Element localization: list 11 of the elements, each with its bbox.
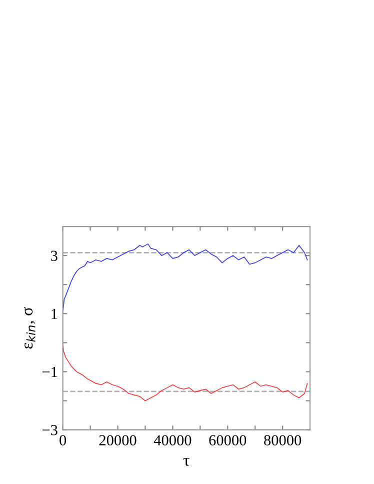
- y-tick-label: −3: [42, 424, 58, 436]
- x-tick-label: 40000: [154, 435, 192, 446]
- y-tick-label: −1: [42, 366, 58, 378]
- x-tick-label: 80000: [264, 435, 302, 446]
- x-axis-title: τ: [183, 458, 190, 466]
- y-axis-title: ε$_{kin}$, σ: [24, 307, 36, 349]
- y-tick-label: 1: [52, 308, 58, 319]
- x-tick-label: 0: [60, 435, 66, 446]
- y-tick-label: 3: [51, 250, 58, 262]
- x-tick-label: 60000: [209, 435, 246, 446]
- x-tick-label: 20000: [99, 435, 136, 446]
